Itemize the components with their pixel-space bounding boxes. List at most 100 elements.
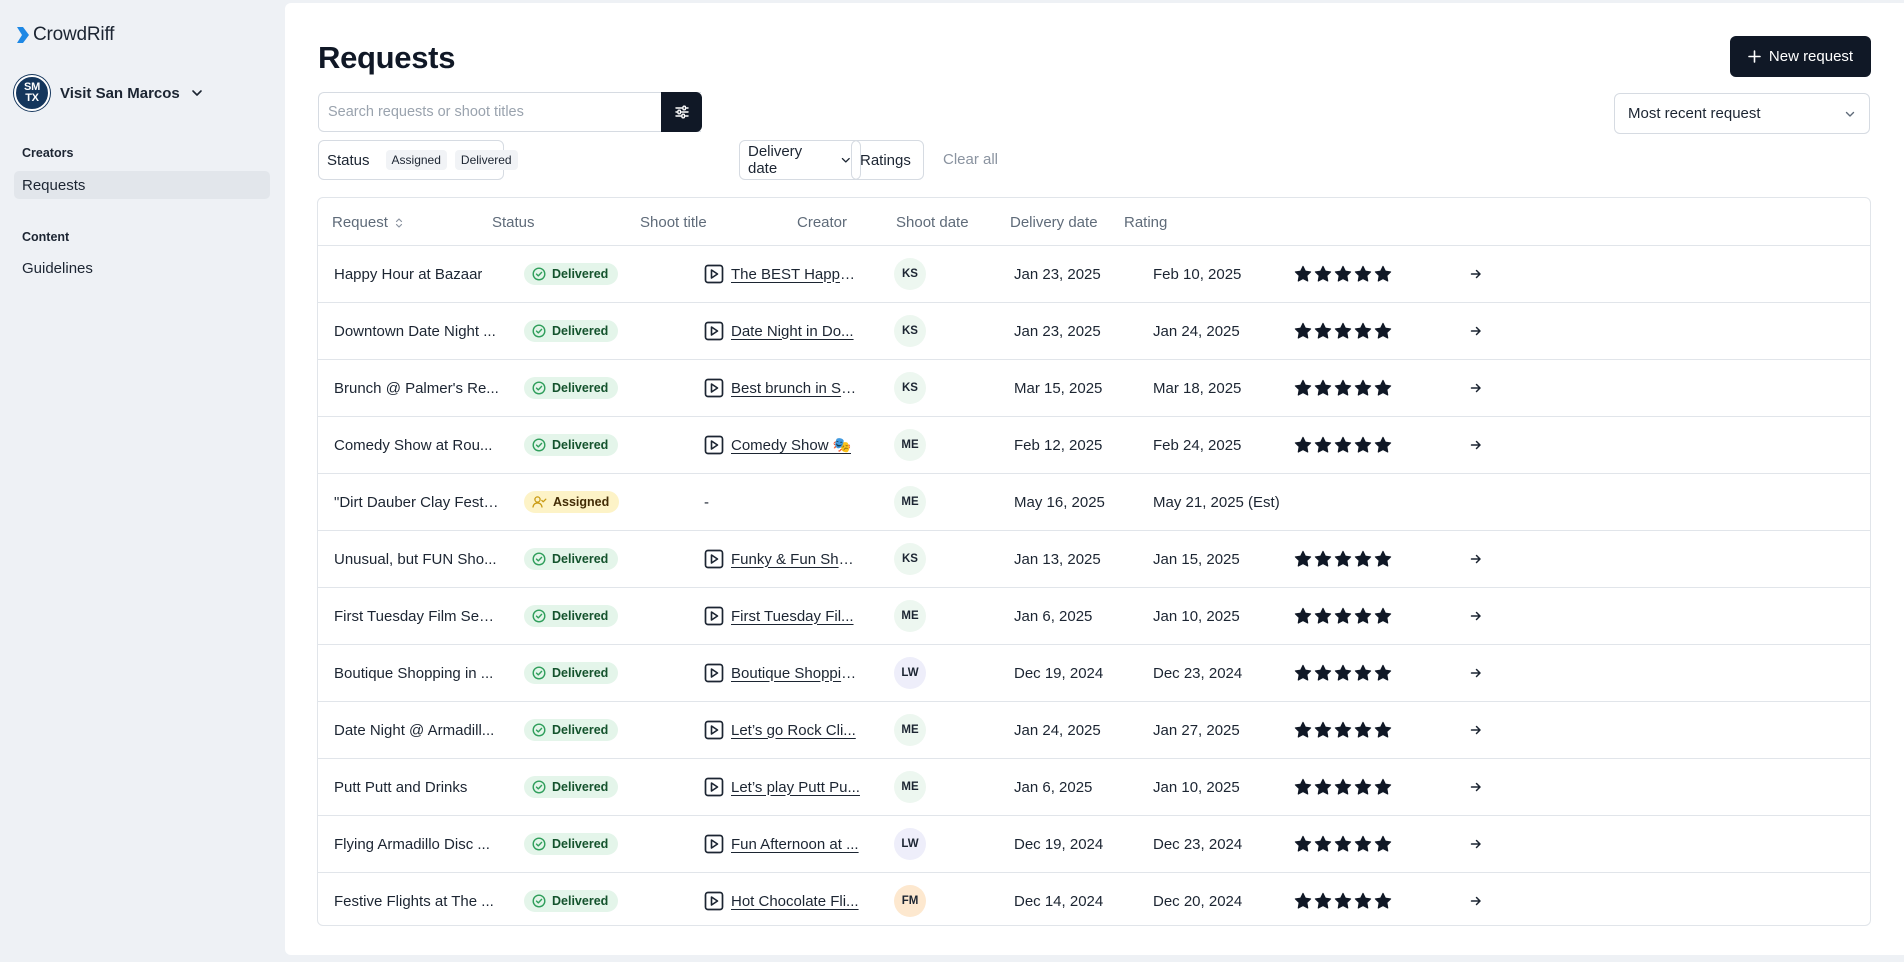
request-name: Brunch @ Palmer's Re...	[334, 379, 499, 397]
delivery-date-cell: Jan 10, 2025	[1153, 607, 1240, 625]
request-cell: Unusual, but FUN Sho...	[334, 531, 499, 587]
open-request-button[interactable]	[1466, 645, 1486, 701]
open-request-button[interactable]	[1466, 816, 1486, 872]
avatar[interactable]: KS	[894, 372, 926, 404]
avatar[interactable]: ME	[894, 771, 926, 803]
star-icon	[1294, 721, 1312, 738]
table-row[interactable]: Unusual, but FUN Sho... Delivered Funky & …	[318, 531, 1870, 588]
request-cell: Happy Hour at Bazaar	[334, 246, 499, 302]
star-icon	[1374, 835, 1392, 852]
star-icon	[1354, 892, 1372, 909]
brand-logo[interactable]: CrowdRiff	[16, 24, 114, 46]
creator-cell: ME	[894, 702, 926, 758]
check-circle-icon	[532, 609, 546, 623]
play-square-icon	[704, 264, 724, 284]
column-header-request[interactable]: Request	[332, 214, 404, 231]
star-icon	[1374, 778, 1392, 795]
shoot-title-link[interactable]: Hot Chocolate Fli...	[731, 892, 859, 910]
table-row[interactable]: Boutique Shopping in ... Delivered Boutiqu…	[318, 645, 1870, 702]
open-request-button[interactable]	[1466, 360, 1486, 416]
column-header-shoot-date: Shoot date	[896, 214, 969, 231]
table-row[interactable]: Putt Putt and Drinks Delivered Let’s play …	[318, 759, 1870, 816]
sort-updown-icon	[395, 217, 402, 228]
shoot-title-link[interactable]: Funky & Fun Shop...	[731, 550, 861, 568]
shoot-title-link[interactable]: Best brunch in Sa...	[731, 379, 861, 397]
arrow-right-icon	[1470, 839, 1481, 849]
avatar[interactable]: FM	[894, 885, 926, 917]
shoot-date-cell: Mar 15, 2025	[1014, 379, 1103, 397]
ratings-filter[interactable]: Ratings	[851, 140, 924, 180]
delivery-date-cell: Jan 10, 2025	[1153, 778, 1240, 796]
open-request-button[interactable]	[1466, 246, 1486, 302]
delivery-date-cell: May 21, 2025 (Est)	[1153, 493, 1280, 511]
shoot-title-link[interactable]: Date Night in Do...	[731, 322, 854, 340]
table-row[interactable]: First Tuesday Film Seri... Delivered First…	[318, 588, 1870, 645]
sidebar-item-guidelines[interactable]: Guidelines	[14, 254, 270, 282]
avatar[interactable]: KS	[894, 543, 926, 575]
open-request-button[interactable]	[1466, 531, 1486, 587]
open-request-button[interactable]	[1466, 417, 1486, 473]
arrow-right-icon	[1470, 725, 1481, 735]
creator-cell: KS	[894, 531, 926, 587]
table-row[interactable]: "Dirt Dauber Clay Festi... Assigned - ME May…	[318, 474, 1870, 531]
shoot-date-cell: Dec 19, 2024	[1014, 835, 1104, 853]
table-row[interactable]: Flying Armadillo Disc ... Delivered Fun Af…	[318, 816, 1870, 873]
new-request-button[interactable]: New request	[1730, 36, 1871, 77]
sidebar-item-requests[interactable]: Requests	[14, 171, 270, 199]
star-icon	[1314, 550, 1332, 567]
ratings-filter-label: Ratings	[860, 151, 911, 169]
avatar-initials: KS	[902, 382, 918, 394]
table-row[interactable]: Happy Hour at Bazaar Delivered The BEST Ha…	[318, 246, 1870, 303]
star-icon	[1294, 265, 1312, 282]
open-request-button[interactable]	[1466, 702, 1486, 758]
table-row[interactable]: Date Night @ Armadill... Delivered Let’s g…	[318, 702, 1870, 759]
avatar[interactable]: ME	[894, 486, 926, 518]
org-switcher[interactable]: SM TX Visit San Marcos	[14, 75, 204, 111]
play-square-icon	[704, 891, 724, 911]
arrow-right-icon	[1470, 668, 1481, 678]
play-square-icon	[704, 378, 724, 398]
delivery-date-filter[interactable]: Delivery date	[739, 140, 861, 180]
status-badge-label: Delivered	[552, 780, 609, 794]
table-row[interactable]: Comedy Show at Rou... Delivered Comedy Sho…	[318, 417, 1870, 474]
star-icon	[1374, 721, 1392, 738]
shoot-title-link[interactable]: Let’s go Rock Cli...	[731, 721, 856, 739]
search-input[interactable]	[319, 93, 701, 131]
open-request-button[interactable]	[1466, 588, 1486, 644]
table-row[interactable]: Brunch @ Palmer's Re... Delivered Best bru…	[318, 360, 1870, 417]
org-avatar-line2: TX	[25, 92, 39, 104]
avatar-initials: FM	[901, 895, 919, 907]
avatar[interactable]: LW	[894, 657, 926, 689]
play-square-icon	[704, 606, 724, 626]
shoot-title-link[interactable]: Boutique Shoppin...	[731, 664, 861, 682]
avatar[interactable]: ME	[894, 714, 926, 746]
star-icon	[1294, 322, 1312, 339]
shoot-title-link[interactable]: First Tuesday Fil...	[731, 607, 854, 625]
sort-dropdown[interactable]: Most recent request	[1614, 93, 1870, 134]
main-panel: Requests New request Most recent request	[285, 3, 1904, 955]
check-circle-icon	[532, 780, 546, 794]
avatar[interactable]: ME	[894, 600, 926, 632]
status-filter[interactable]: Status Assigned Delivered	[318, 140, 518, 180]
arrow-right-icon	[1470, 896, 1481, 906]
arrow-right-icon	[1470, 269, 1481, 279]
status-cell: Delivered	[524, 702, 619, 758]
shoot-title-link[interactable]: Let’s play Putt Pu...	[731, 778, 860, 796]
shoot-title-link[interactable]: Comedy Show 🎭	[731, 437, 852, 454]
table-row[interactable]: Downtown Date Night ... Delivered Date Nig…	[318, 303, 1870, 360]
open-request-button[interactable]	[1466, 303, 1486, 359]
avatar[interactable]: KS	[894, 315, 926, 347]
avatar[interactable]: LW	[894, 828, 926, 860]
avatar[interactable]: ME	[894, 429, 926, 461]
star-icon	[1374, 607, 1392, 624]
filter-toggle-button[interactable]	[661, 92, 702, 132]
avatar[interactable]: KS	[894, 258, 926, 290]
open-request-button[interactable]	[1466, 873, 1486, 925]
status-badge: Delivered	[524, 719, 619, 741]
star-icon	[1294, 436, 1312, 453]
shoot-title-link[interactable]: The BEST Happy ...	[731, 265, 861, 283]
shoot-title-link[interactable]: Fun Afternoon at ...	[731, 835, 859, 853]
open-request-button[interactable]	[1466, 759, 1486, 815]
table-row[interactable]: Festive Flights at The ... Delivered Hot C…	[318, 873, 1870, 925]
clear-all-link[interactable]: Clear all	[943, 151, 999, 168]
